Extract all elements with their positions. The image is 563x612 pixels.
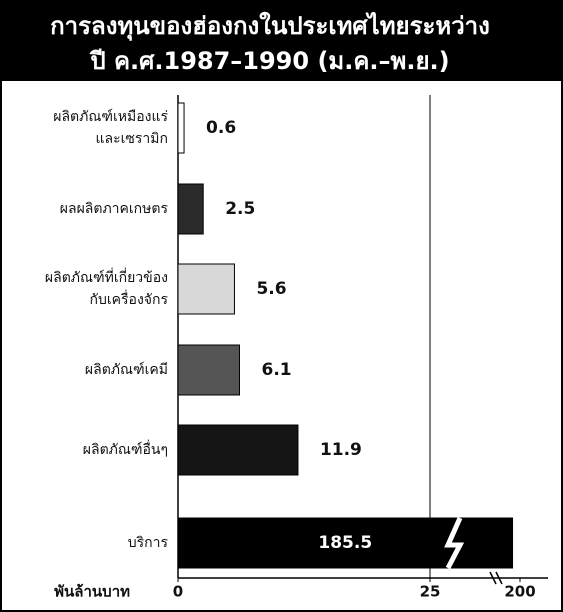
- chart-title: ปี ค.ศ.1987–1990 (ม.ค.–พ.ย.): [89, 47, 449, 75]
- bar: [177, 424, 299, 476]
- chart-title: การลงทุนของฮ่องกงในประเทศไทยระหว่าง: [50, 11, 490, 42]
- title-banner: [1, 1, 562, 81]
- y-tick-label: ผลิตภัณฑ์อื่นๆ: [83, 440, 168, 458]
- bar: [177, 183, 204, 235]
- data-label: 2.5: [225, 199, 255, 219]
- y-tick-label: บริการ: [128, 535, 169, 551]
- bar: [177, 102, 185, 154]
- y-tick-label: กับเครื่องจักร: [90, 290, 169, 308]
- y-tick-label: ผลิตภัณฑ์ที่เกี่ยวข้อง: [45, 268, 168, 286]
- bar: [177, 344, 240, 396]
- y-tick-label: ผลผลิตภาคเกษตร: [60, 201, 169, 217]
- data-label: 11.9: [320, 440, 362, 460]
- x-tick-label: 25: [420, 583, 441, 601]
- bar: [177, 263, 235, 315]
- data-label: 185.5: [318, 533, 372, 553]
- x-tick-label: 200: [504, 583, 535, 601]
- x-axis-label: พันล้านบาท: [54, 583, 130, 601]
- data-label: 0.6: [206, 118, 236, 138]
- x-tick-label: 0: [173, 583, 183, 601]
- y-tick-label: ผลิตภัณฑ์เคมี: [85, 361, 168, 378]
- axis-break: [489, 571, 503, 585]
- data-label: 5.6: [256, 279, 286, 299]
- y-tick-label: ผลิตภัณฑ์เหมืองแร่: [53, 108, 168, 125]
- y-tick-label: และเซรามิก: [96, 131, 169, 147]
- bar-break: [444, 516, 465, 570]
- data-label: 6.1: [261, 360, 291, 380]
